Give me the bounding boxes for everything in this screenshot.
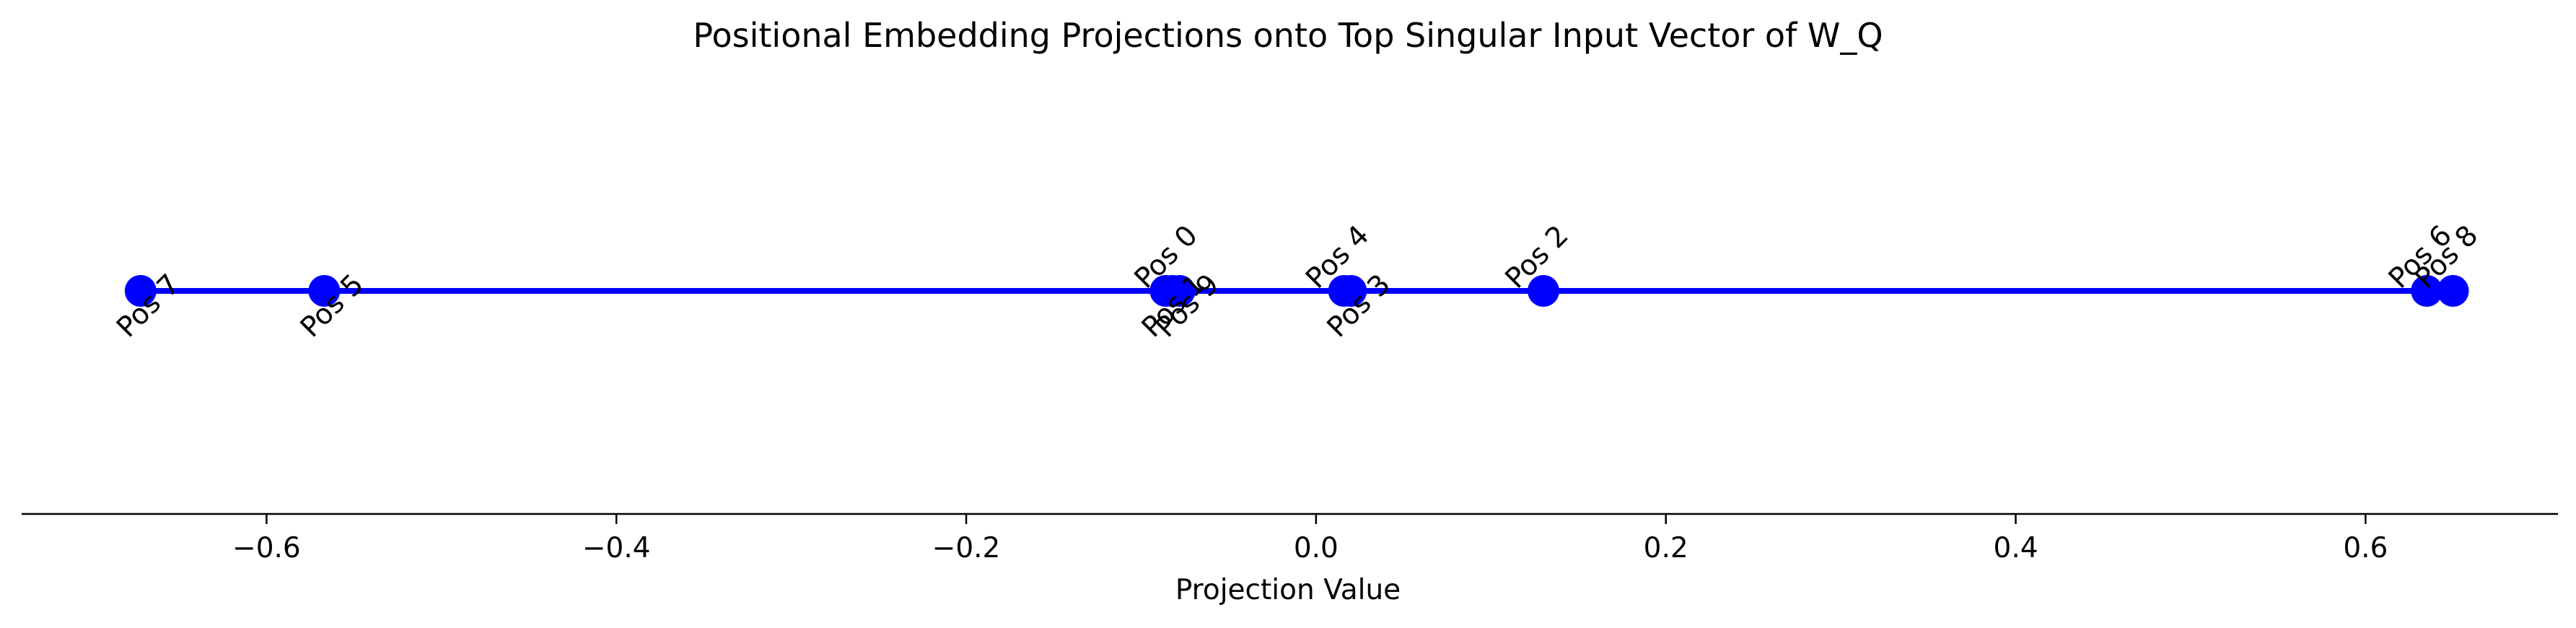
- data-point: [1528, 275, 1559, 307]
- x-tick-label: −0.2: [932, 532, 1001, 564]
- x-tick-label: −0.6: [232, 532, 301, 564]
- data-point: [2437, 275, 2469, 307]
- data-point: [1328, 275, 1360, 307]
- x-tick-label: 0.0: [1294, 532, 1339, 564]
- x-tick-label: 0.6: [2343, 532, 2388, 564]
- x-tick-label: 0.2: [1644, 532, 1688, 564]
- data-point: [124, 275, 157, 307]
- points-layer: [124, 275, 2469, 307]
- data-point: [308, 275, 341, 307]
- x-axis: −0.6 −0.4 −0.2 0.0 0.2 0.4 0.6: [232, 514, 2388, 564]
- x-tick-label: −0.4: [582, 532, 651, 564]
- chart-title: Positional Embedding Projections onto To…: [693, 16, 1883, 55]
- x-axis-label: Projection Value: [1175, 574, 1401, 606]
- x-tick-label: 0.4: [1994, 532, 2038, 564]
- data-point: [2411, 275, 2443, 307]
- data-point: [1163, 275, 1196, 307]
